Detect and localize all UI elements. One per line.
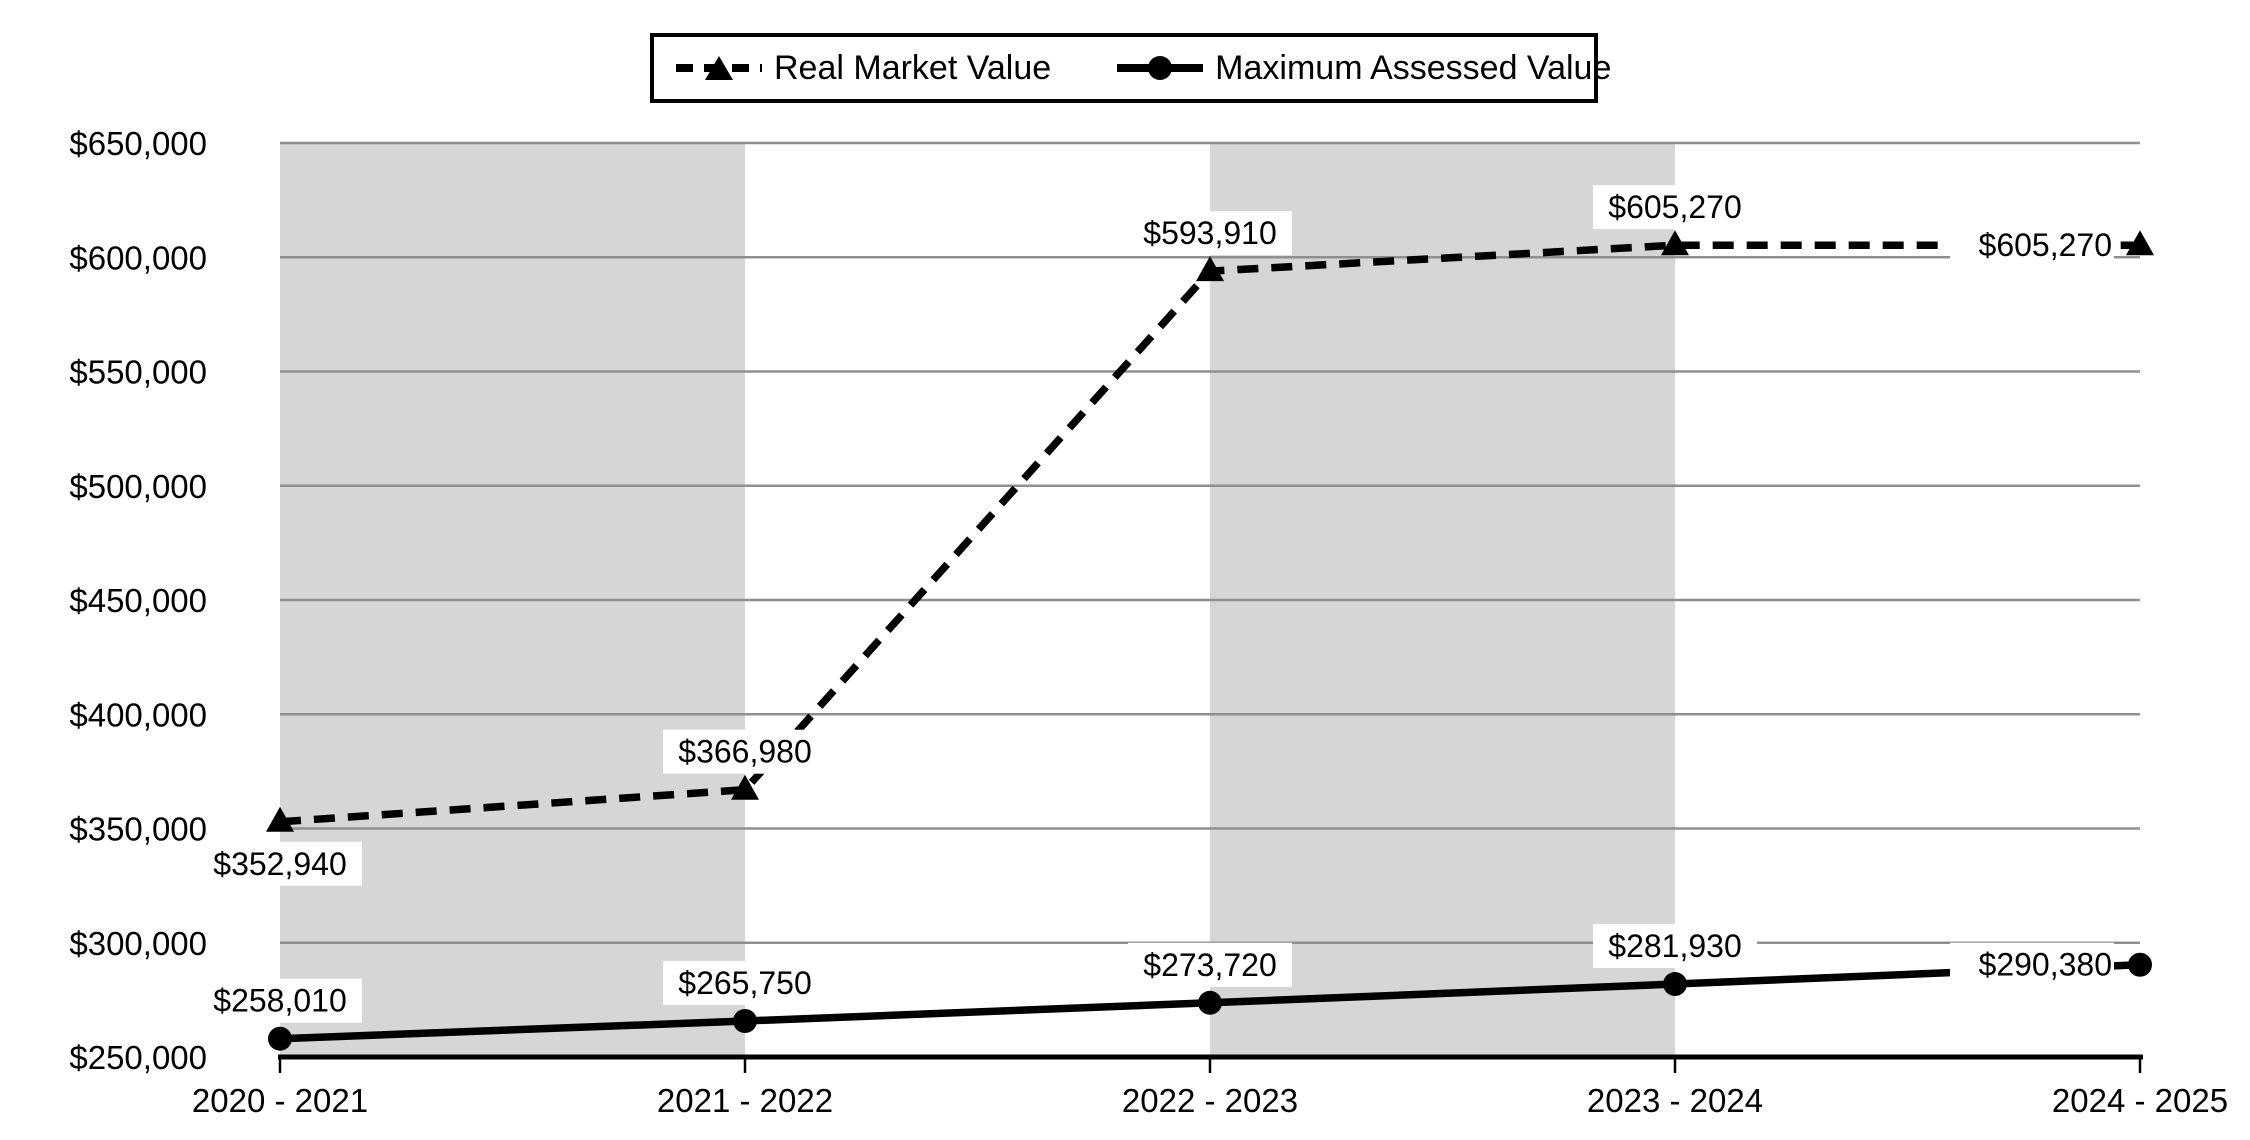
data-label-maximum-assessed-value: $265,750 [678,965,811,1001]
data-label-bg [663,729,827,774]
data-label-bg [663,961,827,1006]
legend-item-maximum-assessed-value: Maximum Assessed Value [1117,49,1611,88]
y-tick-label: $500,000 [69,468,207,505]
y-tick-label: $600,000 [69,239,207,276]
data-label-bg [1593,185,1757,230]
dashed-triangle-legend-icon [676,56,762,80]
data-label-bg [1128,211,1292,256]
data-point-marker-maximum-assessed-value [268,1026,292,1051]
y-tick-label: $300,000 [69,925,207,962]
data-label-maximum-assessed-value: $258,010 [213,983,346,1019]
y-tick-label: $250,000 [69,1039,207,1076]
y-tick-label: $450,000 [69,582,207,619]
legend-label-maximum-assessed-value: Maximum Assessed Value [1215,48,1612,87]
data-point-marker-real-market-value [731,774,759,800]
data-label-bg [198,978,362,1023]
x-tick-label: 2021 - 2022 [657,1082,833,1119]
data-point-marker-real-market-value [1196,256,1224,282]
data-point-marker-maximum-assessed-value [2128,952,2152,977]
data-label-bg [1950,942,2114,987]
x-tick-label: 2024 - 2025 [2052,1082,2228,1119]
data-point-marker-maximum-assessed-value [1198,990,1222,1015]
y-tick-label: $650,000 [69,125,207,162]
legend-label-real-market-value: Real Market Value [774,48,1052,87]
y-tick-label: $350,000 [69,811,207,848]
data-label-real-market-value: $593,910 [1143,215,1276,251]
data-point-marker-real-market-value [266,806,294,832]
data-label-real-market-value: $366,980 [678,734,811,770]
y-tick-label: $550,000 [69,354,207,391]
y-tick-label: $400,000 [69,696,207,733]
solid-circle-legend-icon [1117,56,1204,80]
x-tick-label: 2020 - 2021 [192,1082,368,1119]
x-tick-label: 2022 - 2023 [1122,1082,1298,1119]
data-label-bg [1950,223,2114,268]
data-label-real-market-value: $352,940 [213,846,346,882]
data-point-marker-maximum-assessed-value [733,1009,757,1034]
data-point-marker-maximum-assessed-value [1663,972,1687,997]
data-label-bg [1593,924,1757,969]
data-label-bg [198,841,362,886]
data-point-marker-real-market-value [2126,230,2154,256]
data-label-real-market-value: $605,270 [1608,189,1741,225]
data-label-maximum-assessed-value: $290,380 [1979,947,2112,983]
data-label-real-market-value: $605,270 [1979,227,2112,263]
data-label-bg [1128,942,1292,987]
x-tick-label: 2023 - 2024 [1587,1082,1763,1119]
data-label-maximum-assessed-value: $281,930 [1608,928,1741,964]
data-label-maximum-assessed-value: $273,720 [1143,947,1276,983]
legend-item-real-market-value: Real Market Value [676,49,1051,88]
data-point-marker-real-market-value [1661,230,1689,256]
legend: Real Market Value Maximum Assessed Value [650,33,1611,103]
